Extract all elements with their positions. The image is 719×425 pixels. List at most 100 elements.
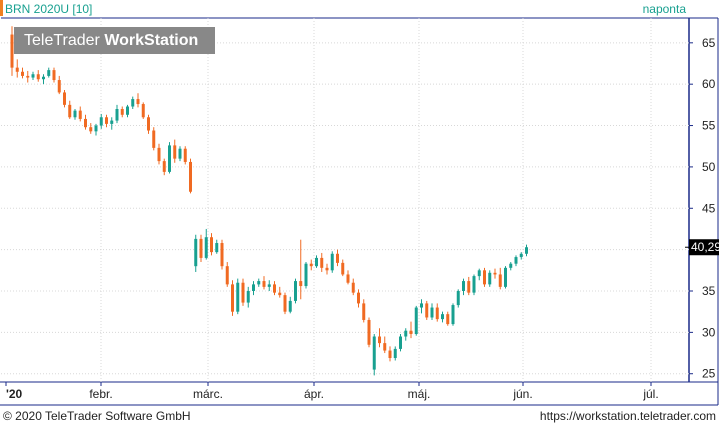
candle-body (430, 307, 434, 318)
y-tick-label: 45 (702, 201, 716, 215)
candle-body (367, 319, 371, 345)
candle-body (299, 281, 303, 287)
y-tick-label: 35 (702, 284, 716, 298)
candle-body (472, 276, 476, 293)
candle-body (220, 243, 224, 267)
copyright-text: © 2020 TeleTrader Software GmbH (3, 409, 191, 423)
candle-body (357, 292, 360, 304)
candle-body (68, 104, 72, 118)
candle-body (257, 281, 261, 285)
candle-body (330, 253, 334, 271)
candle-body (488, 272, 492, 285)
candle-body (168, 145, 171, 172)
candle-body (210, 237, 213, 253)
candle-body (504, 267, 507, 287)
candle-body (194, 238, 198, 267)
period-label[interactable]: naponta (642, 2, 686, 16)
candle-body (372, 336, 376, 370)
candle-body (273, 284, 276, 293)
candle-body (31, 74, 35, 78)
candle-body (36, 74, 40, 80)
candle-body (73, 110, 77, 118)
candle-body (477, 270, 481, 277)
y-tick-label: 60 (702, 77, 716, 91)
y-tick-label: 65 (702, 36, 716, 50)
last-price-label: 40,29 (691, 240, 719, 254)
candle-body (383, 343, 387, 351)
candle-body (346, 274, 350, 283)
x-tick-label: jún. (512, 387, 532, 401)
candle-body (84, 118, 87, 128)
symbol-marker (0, 0, 3, 16)
watermark-logo: TeleTrader WorkStation (14, 27, 215, 54)
candle-body (141, 104, 145, 118)
candle-body (115, 109, 119, 121)
y-tick-label: 25 (702, 367, 716, 381)
x-tick-label: ápr. (304, 387, 324, 401)
candle-body (509, 263, 513, 268)
candle-body (278, 292, 282, 296)
candle-body (147, 117, 150, 131)
candle-body (162, 161, 166, 172)
candle-body (309, 263, 313, 267)
y-tick-label: 55 (702, 119, 716, 133)
candle-body (393, 348, 397, 359)
x-tick-label: máj. (408, 387, 431, 401)
y-tick-label: 30 (702, 325, 716, 339)
candle-body (178, 148, 182, 159)
candle-body (231, 284, 234, 312)
candle-body (262, 281, 266, 287)
candle-body (241, 282, 245, 303)
candle-body (267, 284, 271, 287)
candle-body (435, 307, 439, 320)
candle-body (204, 237, 208, 258)
candle-body (63, 92, 66, 105)
candle-body (110, 120, 114, 124)
candle-body (315, 257, 318, 267)
candle-body (446, 314, 450, 325)
candle-body (498, 274, 502, 287)
symbol-label[interactable]: BRN 2020U [10] (5, 2, 93, 16)
x-tick-label: '20 (6, 387, 23, 401)
website-link[interactable]: https://workstation.teletrader.com (539, 409, 716, 423)
candle-body (456, 291, 460, 306)
x-tick-label: febr. (89, 387, 112, 401)
candle-body (483, 270, 486, 285)
watermark-product: WorkStation (104, 32, 199, 49)
candle-body (199, 238, 203, 258)
candle-body (94, 125, 98, 132)
candle-body (78, 110, 82, 119)
candle-body (236, 282, 240, 312)
candle-body (362, 303, 366, 320)
candle-body (441, 314, 444, 320)
candle-body (173, 145, 177, 159)
candle-body (105, 117, 108, 124)
candle-body (320, 257, 324, 268)
candle-body (89, 127, 93, 132)
candle-body (514, 257, 518, 264)
candle-body (378, 336, 381, 344)
candle-body (467, 281, 471, 293)
candle-body (519, 253, 523, 258)
candle-body (341, 262, 345, 275)
candle-body (325, 267, 329, 271)
candle-body (404, 330, 408, 337)
candle-body (294, 281, 297, 301)
candle-body (399, 336, 402, 349)
candle-body (136, 99, 140, 105)
candle-body (252, 284, 255, 291)
candle-body (493, 272, 497, 275)
candle-body (388, 350, 392, 359)
candle-body (283, 295, 287, 312)
candle-body (215, 243, 219, 253)
y-tick-label: 50 (702, 160, 716, 174)
x-tick-label: júl. (642, 387, 658, 401)
candle-body (420, 303, 423, 308)
candle-body (42, 76, 45, 80)
candle-body (26, 75, 30, 78)
candle-body (451, 305, 455, 325)
candle-body (10, 34, 14, 68)
candle-body (414, 307, 418, 335)
watermark-brand: TeleTrader (24, 32, 100, 49)
